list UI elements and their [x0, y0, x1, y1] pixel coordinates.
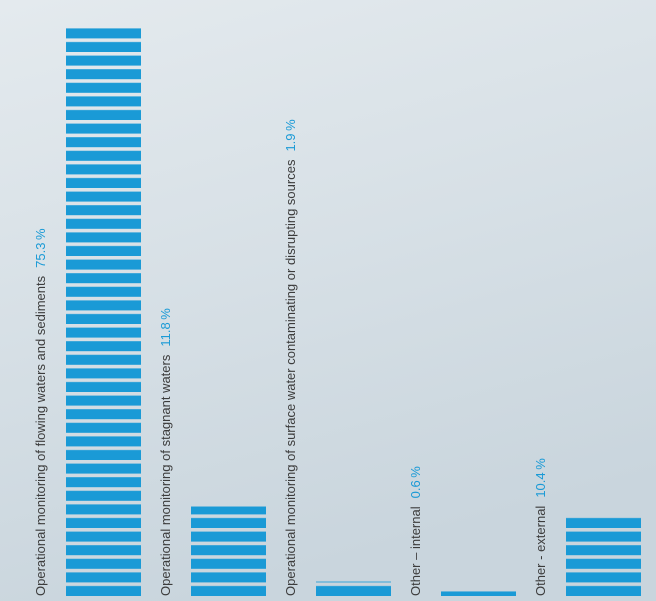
- category-label: Operational monitoring of surface water …: [283, 159, 298, 596]
- bar-label: Operational monitoring of stagnant water…: [158, 308, 173, 596]
- category-label: Other - external: [533, 506, 548, 596]
- value-label: 10.4 %: [533, 458, 548, 498]
- bar: [66, 25, 141, 596]
- bar-label: Other – internal 0.6 %: [408, 466, 423, 596]
- category-label: Operational monitoring of flowing waters…: [33, 275, 48, 596]
- bar-label: Operational monitoring of flowing waters…: [33, 228, 48, 596]
- value-label: 75.3 %: [33, 228, 48, 268]
- category-label: Operational monitoring of stagnant water…: [158, 354, 173, 596]
- bar: [316, 581, 391, 596]
- value-label: 1.9 %: [283, 119, 298, 152]
- bar: [191, 506, 266, 596]
- bar: [441, 591, 516, 596]
- bar: [566, 517, 641, 596]
- category-label: Other – internal: [408, 506, 423, 596]
- value-label: 0.6 %: [408, 466, 423, 499]
- value-label: 11.8 %: [158, 308, 173, 347]
- bar-label: Other - external 10.4 %: [533, 458, 548, 596]
- bar-label: Operational monitoring of surface water …: [283, 119, 298, 596]
